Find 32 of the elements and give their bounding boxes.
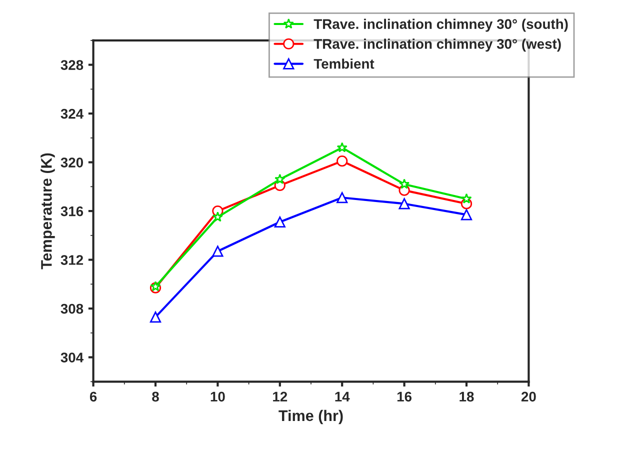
y-tick-label: 324 bbox=[60, 108, 84, 119]
y-tick-label: 312 bbox=[60, 255, 84, 265]
x-tick-label: 10 bbox=[210, 392, 225, 402]
point bbox=[461, 193, 472, 204]
point bbox=[212, 212, 224, 222]
point bbox=[336, 156, 348, 167]
x-axis-title: Time (hr) bbox=[278, 410, 343, 424]
point bbox=[398, 198, 410, 210]
legend-label: TRave. inclination chimney 30° (west) bbox=[314, 38, 561, 52]
x-tick-label: 6 bbox=[90, 392, 97, 402]
y-tick-label: 328 bbox=[60, 60, 84, 70]
point bbox=[398, 178, 410, 189]
legend-label: Tembient bbox=[314, 58, 374, 69]
y-tick-label: 316 bbox=[60, 206, 84, 216]
point bbox=[150, 312, 162, 323]
x-tick-label: 16 bbox=[397, 392, 412, 402]
y-axis-title: Temperature (K) bbox=[40, 153, 55, 270]
x-tick-label: 12 bbox=[273, 392, 288, 402]
point bbox=[460, 209, 472, 220]
x-tick-label: 20 bbox=[521, 392, 536, 402]
legend-label: TRave. inclination chimney 30° (south) bbox=[314, 18, 568, 32]
y-tick-label: 308 bbox=[60, 304, 84, 314]
y-tick-label: 304 bbox=[60, 352, 84, 362]
y-tick-label: 320 bbox=[60, 158, 84, 168]
point bbox=[336, 142, 348, 152]
x-tick-label: 18 bbox=[460, 392, 474, 402]
point bbox=[212, 246, 224, 257]
point bbox=[274, 216, 286, 228]
x-tick-label: 8 bbox=[152, 392, 159, 402]
point bbox=[274, 174, 286, 184]
point bbox=[336, 192, 348, 204]
x-tick-label: 14 bbox=[335, 392, 350, 402]
